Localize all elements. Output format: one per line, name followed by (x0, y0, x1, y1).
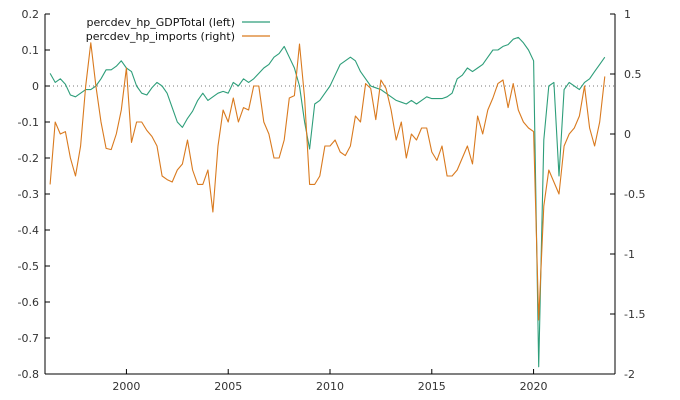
left-y-tick-label: 0.1 (22, 44, 40, 57)
x-tick-label: 2010 (316, 380, 344, 393)
left-y-tick-label: -0.7 (18, 332, 39, 345)
legend-label-imports: percdev_hp_imports (right) (86, 30, 235, 43)
right-y-tick-label: 1 (624, 8, 631, 21)
left-y-tick-label: -0.1 (18, 116, 39, 129)
left-y-tick-label: -0.4 (18, 224, 39, 237)
legend-label-gdp-total: percdev_hp_GDPTotal (left) (86, 16, 235, 29)
left-y-tick-label: 0.2 (22, 8, 40, 21)
series-line-imports (49, 42, 606, 321)
x-tick-label: 2020 (520, 380, 548, 393)
x-tick-label: 2005 (214, 380, 242, 393)
right-y-tick-label: -0.5 (624, 188, 645, 201)
right-y-tick-label: -1.5 (624, 308, 645, 321)
x-tick-label: 2015 (418, 380, 446, 393)
x-tick-label: 2000 (112, 380, 140, 393)
left-y-tick-label: -0.2 (18, 152, 39, 165)
left-y-tick-label: -0.8 (18, 368, 39, 381)
axes: 0.2 0.1 0 -0.1 -0.2 -0.3 -0.4 -0.5 -0.6 -0.7 -0.8 1… (18, 8, 646, 393)
series-lines (49, 36, 606, 368)
series-line-gdp-total (49, 36, 606, 368)
right-y-tick-label: 0.5 (624, 68, 642, 81)
legend: percdev_hp_GDPTotal (left)percdev_hp_imp… (86, 16, 270, 43)
right-y-tick-label: -2 (624, 368, 635, 381)
left-y-tick-label: -0.5 (18, 260, 39, 273)
right-y-tick-label: -1 (624, 248, 635, 261)
left-y-tick-label: 0 (32, 80, 39, 93)
right-y-tick-label: 0 (624, 128, 631, 141)
left-y-tick-label: -0.6 (18, 296, 39, 309)
left-y-tick-label: -0.3 (18, 188, 39, 201)
